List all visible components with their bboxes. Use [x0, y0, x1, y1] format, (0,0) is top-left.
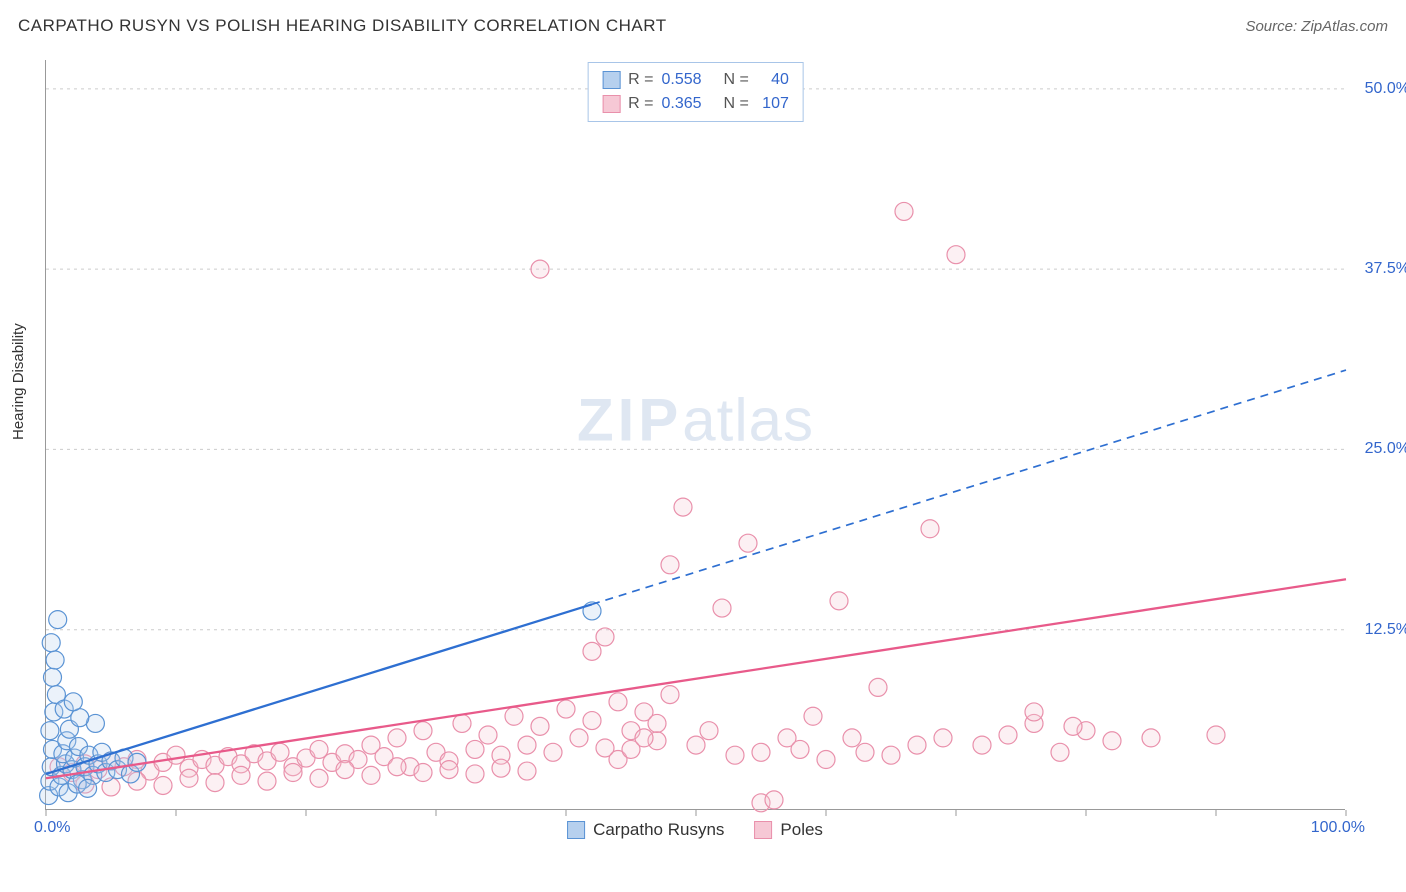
stats-legend-box: R = 0.558 N = 40 R = 0.365 N = 107 — [587, 62, 804, 122]
y-tick-label: 25.0% — [1350, 440, 1406, 458]
chart-header: CARPATHO RUSYN VS POLISH HEARING DISABIL… — [18, 16, 1388, 36]
scatter-svg — [46, 60, 1346, 810]
r-value-carpatho: 0.558 — [661, 71, 701, 89]
n-value-poles: 107 — [757, 95, 789, 113]
legend-swatch-poles — [754, 821, 772, 839]
n-label: N = — [724, 95, 749, 113]
r-label: R = — [628, 71, 653, 89]
y-tick-label: 50.0% — [1350, 80, 1406, 98]
legend-label-poles: Poles — [780, 820, 823, 840]
y-tick-label: 37.5% — [1350, 260, 1406, 278]
legend-item-carpatho: Carpatho Rusyns — [567, 820, 724, 840]
plot-area: ZIPatlas 12.5%25.0%37.5%50.0% 0.0% 100.0… — [45, 60, 1345, 810]
x-axis-max-label: 100.0% — [1311, 819, 1365, 837]
n-label: N = — [724, 71, 749, 89]
bottom-legend: Carpatho Rusyns Poles — [567, 820, 823, 840]
r-label: R = — [628, 95, 653, 113]
plot-container: ZIPatlas 12.5%25.0%37.5%50.0% 0.0% 100.0… — [45, 60, 1345, 810]
chart-title: CARPATHO RUSYN VS POLISH HEARING DISABIL… — [18, 16, 667, 36]
n-value-carpatho: 40 — [757, 71, 789, 89]
y-tick-label: 12.5% — [1350, 621, 1406, 639]
x-axis-min-label: 0.0% — [34, 819, 70, 837]
legend-item-poles: Poles — [754, 820, 823, 840]
legend-label-carpatho: Carpatho Rusyns — [593, 820, 724, 840]
r-value-poles: 0.365 — [661, 95, 701, 113]
swatch-poles — [602, 95, 620, 113]
source-attribution: Source: ZipAtlas.com — [1245, 18, 1388, 35]
legend-swatch-carpatho — [567, 821, 585, 839]
stats-row-carpatho: R = 0.558 N = 40 — [602, 68, 789, 92]
y-axis-label: Hearing Disability — [10, 323, 27, 440]
swatch-carpatho — [602, 71, 620, 89]
stats-row-poles: R = 0.365 N = 107 — [602, 92, 789, 116]
